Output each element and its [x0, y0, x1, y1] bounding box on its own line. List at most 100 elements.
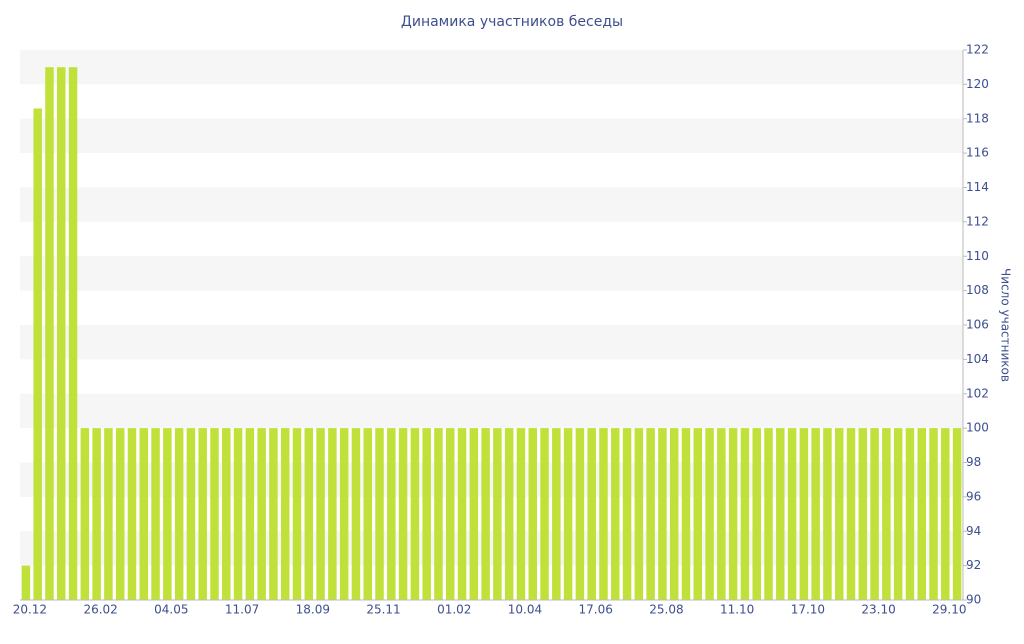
bar — [115, 428, 125, 600]
bar — [622, 428, 632, 600]
y-tick-label: 108 — [966, 283, 989, 297]
bar — [893, 428, 903, 600]
bar — [422, 428, 431, 600]
bar — [363, 428, 372, 600]
bar — [752, 428, 761, 600]
bar — [269, 428, 278, 600]
bar — [434, 428, 443, 600]
bar — [693, 428, 703, 600]
bar — [410, 428, 420, 600]
x-tick-label: 17.06 — [579, 603, 613, 617]
bar — [646, 428, 655, 600]
bar — [446, 428, 455, 600]
bar — [905, 428, 915, 600]
grid-band — [20, 118, 963, 154]
bar — [728, 428, 738, 600]
bar — [528, 428, 537, 600]
bar — [611, 428, 620, 600]
x-tick-label: 20.12 — [13, 603, 47, 617]
bar — [740, 428, 750, 600]
x-tick-label: 29.10 — [932, 603, 966, 617]
y-tick-label: 118 — [966, 111, 989, 125]
bar — [104, 428, 113, 600]
y-tick-label: 94 — [966, 524, 981, 538]
bar — [163, 428, 172, 600]
x-tick-label: 10.04 — [508, 603, 542, 617]
grid-band — [20, 325, 963, 360]
bar — [316, 428, 325, 600]
bar — [870, 428, 879, 600]
y-tick-label: 90 — [966, 593, 981, 607]
bar — [952, 428, 962, 600]
bar — [787, 428, 797, 600]
bar — [587, 428, 596, 600]
bar — [540, 428, 549, 600]
bar — [80, 428, 90, 600]
x-tick-label: 11.10 — [720, 603, 754, 617]
bar — [398, 428, 408, 600]
bar — [658, 428, 667, 600]
bar — [941, 428, 950, 600]
bar — [799, 428, 809, 600]
grid-band — [20, 531, 963, 566]
bar — [823, 428, 832, 600]
bar — [33, 108, 42, 600]
grid-band — [20, 187, 963, 222]
y-tick-label: 96 — [966, 489, 981, 503]
y-tick-label: 114 — [966, 180, 989, 194]
bar — [127, 428, 137, 600]
x-tick-label: 26.02 — [83, 603, 117, 617]
bar — [552, 428, 561, 600]
bar — [174, 428, 184, 600]
bar — [351, 428, 361, 600]
bar — [705, 428, 714, 600]
x-tick-label: 01.02 — [437, 603, 471, 617]
bar — [68, 67, 78, 600]
bar — [233, 428, 243, 600]
bar — [846, 428, 856, 600]
bar — [139, 428, 149, 600]
y-tick-label: 102 — [966, 386, 989, 400]
bar — [210, 428, 219, 600]
bar — [339, 428, 349, 600]
bar — [681, 428, 691, 600]
x-tick-label: 04.05 — [154, 603, 188, 617]
bar — [280, 428, 290, 600]
bar — [834, 428, 844, 600]
grid-band — [20, 256, 963, 291]
bar — [222, 428, 231, 600]
bar — [634, 428, 644, 600]
chart-title: Динамика участников беседы — [401, 14, 623, 30]
bar — [717, 428, 726, 600]
y-tick-label: 120 — [966, 77, 989, 91]
x-tick-label: 25.11 — [366, 603, 400, 617]
bar — [504, 428, 514, 600]
y-tick-label: 122 — [966, 43, 989, 57]
bar — [575, 428, 585, 600]
y-axis-label: Число участников — [999, 268, 1013, 382]
bar — [375, 428, 384, 600]
bar — [563, 428, 573, 600]
bar — [457, 428, 467, 600]
bar — [186, 428, 196, 600]
bar — [917, 428, 926, 600]
bar — [257, 428, 266, 600]
bar — [57, 67, 66, 600]
y-tick-label: 100 — [966, 421, 989, 435]
y-tick-label: 104 — [966, 352, 989, 366]
bar — [599, 428, 608, 600]
bar — [21, 565, 31, 600]
bar — [387, 428, 396, 600]
bar — [45, 67, 54, 600]
bar — [328, 428, 337, 600]
bar — [304, 428, 314, 600]
y-tick-label: 110 — [966, 249, 989, 263]
bar — [669, 428, 679, 600]
bar — [858, 428, 868, 600]
bar — [481, 428, 490, 600]
grid-band — [20, 393, 963, 429]
y-tick-label: 92 — [966, 558, 981, 572]
bar — [292, 428, 302, 600]
bar — [151, 428, 160, 600]
x-tick-label: 25.08 — [649, 603, 683, 617]
